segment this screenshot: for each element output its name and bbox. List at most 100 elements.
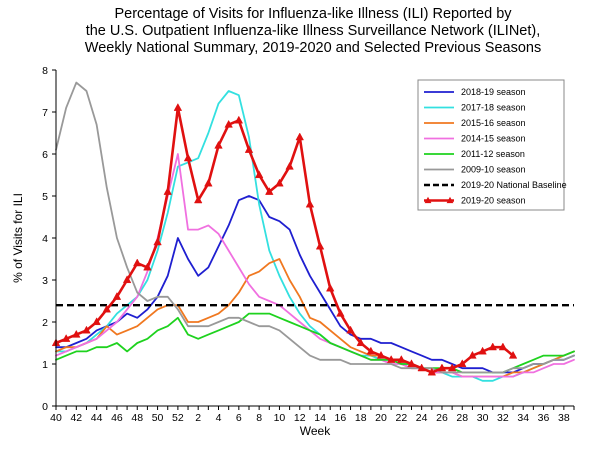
data-point-marker bbox=[376, 350, 386, 359]
x-tick-label: 52 bbox=[172, 412, 184, 424]
y-tick-label: 6 bbox=[42, 149, 48, 161]
data-point-marker bbox=[173, 103, 183, 111]
series-line bbox=[54, 106, 515, 374]
x-tick-label: 50 bbox=[152, 412, 164, 424]
legend-item: 2017-18 season bbox=[424, 103, 526, 113]
series-2009-10-season bbox=[55, 81, 575, 374]
x-tick-label: 44 bbox=[91, 412, 103, 424]
series-2014-15-season bbox=[55, 153, 575, 378]
data-point-marker bbox=[508, 350, 518, 359]
data-point-marker bbox=[92, 317, 101, 326]
x-tick-label: 6 bbox=[236, 412, 242, 424]
legend-items: 2018-19 season 2017-18 season 2015-16 seas… bbox=[424, 87, 567, 206]
series-line bbox=[55, 195, 575, 374]
series-layer bbox=[51, 81, 575, 382]
data-point-marker bbox=[336, 308, 345, 317]
data-point-marker bbox=[407, 359, 416, 368]
x-tick-label: 34 bbox=[517, 412, 529, 424]
data-point-marker bbox=[478, 346, 487, 355]
x-tick-label: 46 bbox=[111, 412, 123, 424]
legend-item: 2015-16 season bbox=[424, 118, 526, 128]
data-point-marker bbox=[285, 161, 294, 170]
data-point-marker bbox=[143, 262, 152, 271]
legend-item: 2009-10 season bbox=[424, 165, 526, 175]
legend-item: 2019-20 National Baseline bbox=[424, 180, 567, 190]
data-point-marker bbox=[447, 363, 457, 372]
data-point-marker bbox=[214, 140, 223, 149]
x-tick-label: 28 bbox=[456, 412, 468, 424]
data-point-marker bbox=[163, 187, 172, 195]
series-2019-20-season bbox=[51, 103, 518, 376]
data-point-marker bbox=[356, 338, 365, 347]
legend-marker bbox=[424, 196, 432, 204]
series-line bbox=[55, 90, 575, 382]
x-tick-label: 48 bbox=[131, 412, 143, 424]
data-point-marker bbox=[295, 132, 304, 141]
data-point-marker bbox=[265, 187, 274, 195]
data-point-marker bbox=[133, 258, 142, 267]
legend-label: 2019-20 National Baseline bbox=[461, 180, 567, 190]
legend-item: 2019-20 season bbox=[424, 196, 526, 206]
y-tick-label: 4 bbox=[42, 233, 48, 245]
y-tick-label: 8 bbox=[42, 65, 48, 77]
legend-label: 2011-12 season bbox=[461, 149, 525, 159]
data-point-marker bbox=[427, 367, 437, 376]
y-axis-title: % of Visits for ILI bbox=[11, 193, 25, 283]
x-tick-label: 12 bbox=[294, 412, 306, 424]
chart-title-line-1: Percentage of Visits for Influenza-like … bbox=[114, 6, 512, 22]
x-tick-label: 2 bbox=[195, 412, 201, 424]
x-tick-label: 40 bbox=[50, 412, 62, 424]
data-point-marker bbox=[498, 342, 508, 351]
data-point-marker bbox=[122, 275, 132, 284]
series-2018-19-season bbox=[55, 195, 575, 374]
x-tick-label: 4 bbox=[216, 412, 222, 424]
x-tick-label: 8 bbox=[256, 412, 262, 424]
series-line bbox=[55, 153, 575, 378]
x-tick-label: 22 bbox=[395, 412, 407, 424]
y-tick-label: 2 bbox=[42, 317, 48, 329]
data-point-marker bbox=[72, 329, 81, 338]
data-point-marker bbox=[326, 283, 335, 292]
data-point-marker bbox=[193, 195, 203, 204]
x-tick-label: 42 bbox=[70, 412, 82, 424]
y-tick-label: 5 bbox=[42, 191, 48, 203]
data-point-marker bbox=[112, 292, 122, 300]
legend-item: 2018-19 season bbox=[424, 87, 526, 97]
legend-item: 2014-15 season bbox=[424, 134, 526, 144]
legend-label: 2018-19 season bbox=[461, 87, 526, 97]
data-point-marker bbox=[82, 325, 91, 334]
data-point-marker bbox=[153, 237, 162, 246]
data-point-marker bbox=[61, 334, 71, 342]
x-tick-label: 30 bbox=[477, 412, 489, 424]
legend-box bbox=[417, 79, 565, 211]
series-line bbox=[55, 81, 575, 374]
data-point-marker bbox=[305, 199, 315, 208]
data-point-marker bbox=[397, 355, 406, 363]
data-point-marker bbox=[224, 119, 233, 128]
data-point-marker bbox=[488, 342, 497, 351]
legend-marker bbox=[446, 196, 454, 204]
data-point-marker bbox=[437, 363, 447, 372]
chart-title: Percentage of Visits for Influenza-like … bbox=[85, 6, 541, 56]
data-point-marker bbox=[244, 145, 254, 153]
legend-label: 2015-16 season bbox=[461, 118, 526, 128]
data-point-marker bbox=[102, 304, 112, 313]
x-tick-label: 14 bbox=[314, 412, 326, 424]
x-tick-label: 36 bbox=[538, 412, 550, 424]
y-tick-label: 1 bbox=[42, 359, 48, 371]
legend-item: 2011-12 season bbox=[424, 149, 525, 159]
x-tick-label: 18 bbox=[355, 412, 367, 424]
y-tick-label: 7 bbox=[42, 107, 48, 119]
data-point-marker bbox=[234, 115, 244, 124]
data-point-marker bbox=[275, 178, 284, 187]
chart-title-line-3: Weekly National Summary, 2019-2020 and S… bbox=[85, 40, 541, 56]
x-tick-label: 20 bbox=[375, 412, 387, 424]
x-axis-title: Week bbox=[300, 424, 331, 438]
legend-label: 2009-10 season bbox=[461, 165, 526, 175]
series-2017-18-season bbox=[55, 90, 575, 382]
legend-label: 2019-20 season bbox=[461, 196, 526, 206]
chart-title-line-2: the U.S. Outpatient Influenza-like Illne… bbox=[86, 23, 541, 39]
x-tick-label: 24 bbox=[416, 412, 428, 424]
